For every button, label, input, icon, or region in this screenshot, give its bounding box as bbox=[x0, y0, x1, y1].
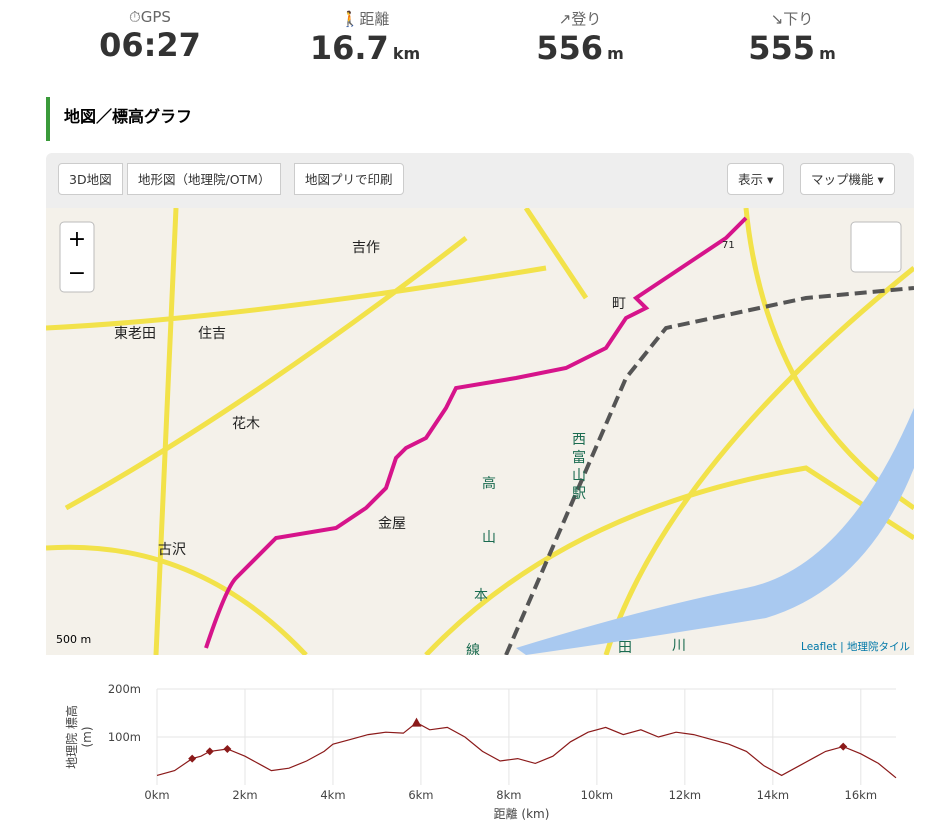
map-label: 住吉 bbox=[198, 326, 226, 342]
map-label: 金屋 bbox=[378, 516, 406, 532]
map-label: 西 bbox=[572, 432, 586, 448]
stat-unit: km bbox=[392, 44, 421, 63]
stat-label: GPS bbox=[140, 8, 171, 26]
stat-unit: m bbox=[819, 44, 836, 63]
map-label: 富 bbox=[572, 449, 586, 466]
waypoint-marker bbox=[839, 742, 848, 751]
map-label: 花木 bbox=[232, 416, 260, 432]
map-label: 川 bbox=[672, 638, 686, 654]
map-label: 町 bbox=[612, 296, 626, 312]
stat: 🚶距離 16.7 km bbox=[309, 10, 421, 67]
x-tick-label: 12km bbox=[669, 788, 702, 802]
stat: ↘下り 555 m bbox=[748, 10, 836, 67]
map-label: 本 bbox=[474, 588, 488, 604]
map-label: 吉作 bbox=[352, 240, 380, 256]
y-tick-label: 200m bbox=[108, 682, 141, 696]
button[interactable]: マップ機能 ▾ bbox=[800, 163, 895, 195]
y-axis-title: 地理院 標高(m) bbox=[64, 705, 94, 769]
toolbar: 3D地図 地形図（地理院/OTM） 地図プリで印刷 表示 ▾ マップ機能 ▾ bbox=[46, 153, 914, 208]
stat-value: 556 bbox=[536, 29, 604, 67]
stat-label: 距離 bbox=[359, 10, 390, 28]
button[interactable]: 地図プリで印刷 bbox=[294, 163, 404, 195]
map-scale: 500 m bbox=[56, 633, 91, 646]
railway bbox=[504, 286, 914, 655]
stat-label: 登り bbox=[571, 10, 602, 28]
map-label: 駅 bbox=[572, 486, 586, 502]
waypoint-marker bbox=[223, 745, 232, 753]
elevation-chart: 100m 200m 0km 2km 4km 6km 8km 10km 12km 14km 16km 地… bbox=[64, 682, 897, 821]
y-tick-label: 100m bbox=[108, 730, 141, 744]
section-title: 地図／標高グラフ bbox=[46, 97, 192, 141]
stat: ↗登り 556 m bbox=[536, 10, 624, 67]
map-label: 71 bbox=[722, 240, 735, 251]
stat-unit: m bbox=[607, 44, 624, 63]
map[interactable]: + − 500 m Leaflet | 地理院タイル 吉作 東老田 住吉 花木 … bbox=[46, 208, 914, 655]
river bbox=[516, 408, 914, 655]
x-tick-label: 16km bbox=[845, 788, 878, 802]
x-tick-label: 0km bbox=[144, 788, 169, 802]
stat: ⏱GPS 06:27 bbox=[99, 8, 201, 64]
stat-value: 555 bbox=[748, 29, 816, 67]
map-label: 線 bbox=[466, 643, 480, 655]
x-tick-label: 8km bbox=[496, 788, 521, 802]
layers-button[interactable] bbox=[850, 221, 902, 273]
zoom-control bbox=[59, 221, 95, 293]
elevation-line bbox=[156, 721, 897, 779]
attribution[interactable]: Leaflet | 地理院タイル bbox=[801, 640, 910, 653]
zoom-in[interactable]: + bbox=[68, 227, 86, 252]
y-axis-title-line: 地理院 標高 bbox=[64, 705, 79, 769]
x-axis-title: 距離 (km) bbox=[494, 807, 550, 821]
map-label: 田 bbox=[618, 640, 632, 655]
map-label: 山 bbox=[572, 468, 586, 484]
stat-label: 下り bbox=[783, 10, 814, 28]
zoom-out[interactable]: − bbox=[68, 261, 86, 286]
y-axis-title-line: (m) bbox=[80, 726, 94, 747]
x-tick-label: 10km bbox=[581, 788, 614, 802]
map-label: 東老田 bbox=[114, 326, 156, 342]
x-tick-label: 14km bbox=[757, 788, 790, 802]
map-label: 山 bbox=[482, 530, 496, 546]
button[interactable]: 地形図（地理院/OTM） bbox=[127, 163, 282, 195]
x-tick-label: 4km bbox=[320, 788, 345, 802]
waypoint-marker bbox=[411, 717, 422, 727]
waypoint-marker bbox=[188, 754, 197, 763]
map-labels: 吉作 東老田 住吉 花木 古沢 金屋 西 富 山 駅 町 高 山 本 田 川 線… bbox=[114, 240, 735, 655]
road bbox=[46, 208, 914, 655]
stat-value: 16.7 bbox=[309, 29, 389, 67]
x-tick-label: 2km bbox=[232, 788, 257, 802]
stat-value: 06:27 bbox=[99, 26, 201, 64]
map-label: 古沢 bbox=[158, 542, 186, 558]
waypoint-marker bbox=[205, 747, 214, 756]
button[interactable]: 表示 ▾ bbox=[727, 163, 785, 195]
route bbox=[204, 216, 748, 649]
map-label: 高 bbox=[482, 475, 496, 492]
button[interactable]: 3D地図 bbox=[58, 163, 123, 195]
x-tick-label: 6km bbox=[408, 788, 433, 802]
